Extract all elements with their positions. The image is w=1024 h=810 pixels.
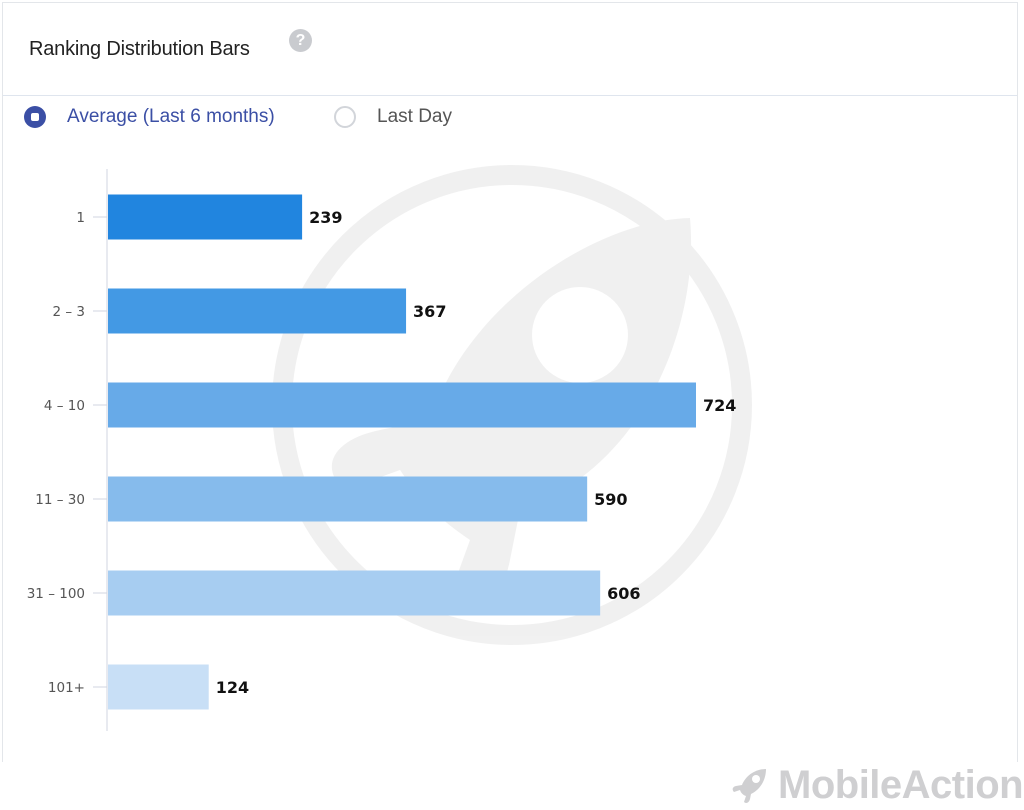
category-label: 1 (76, 210, 85, 226)
bar-1[interactable] (108, 194, 303, 240)
category-label: 101+ (48, 680, 85, 696)
bar-6[interactable] (108, 664, 209, 710)
bar-3[interactable] (108, 382, 696, 428)
brand-watermark: MobileAction (726, 762, 1024, 808)
bar-value-label: 239 (309, 208, 342, 227)
card-header: Ranking Distribution Bars ? (3, 3, 1017, 96)
radio-label-average: Average (Last 6 months) (67, 106, 275, 127)
bar-2[interactable] (108, 288, 407, 334)
bars-layer: 1 239 2 – 3 367 4 – 10 724 11 – 30 590 31 – 100 6… (27, 194, 736, 710)
card-title: Ranking Distribution Bars (29, 38, 250, 60)
bar-4[interactable] (108, 476, 588, 522)
bar-value-label: 606 (607, 584, 640, 603)
question-circle-icon[interactable]: ? (289, 29, 312, 52)
rocket-logo-icon (732, 769, 766, 803)
radio-label-last-day: Last Day (377, 106, 452, 127)
ranking-distribution-chart: 1 239 2 – 3 367 4 – 10 724 11 – 30 590 31 – 100 6… (27, 165, 752, 731)
category-label: 11 – 30 (35, 492, 85, 508)
bar-value-label: 590 (594, 490, 627, 509)
radio-average-last-6-months[interactable]: Average (Last 6 months) (24, 106, 275, 128)
ranking-distribution-card: Ranking Distribution Bars ? (2, 2, 1018, 762)
radio-unselected-icon (334, 106, 356, 128)
bar-value-label: 724 (703, 396, 736, 415)
category-label: 2 – 3 (52, 304, 85, 320)
radio-selected-icon (24, 106, 46, 128)
bar-5[interactable] (108, 570, 601, 616)
radio-last-day[interactable]: Last Day (334, 106, 452, 128)
category-label: 4 – 10 (44, 398, 85, 414)
bar-value-label: 124 (216, 678, 249, 697)
bar-value-label: 367 (413, 302, 446, 321)
category-label: 31 – 100 (27, 586, 85, 602)
watermark-text: MobileAction (778, 762, 1024, 807)
